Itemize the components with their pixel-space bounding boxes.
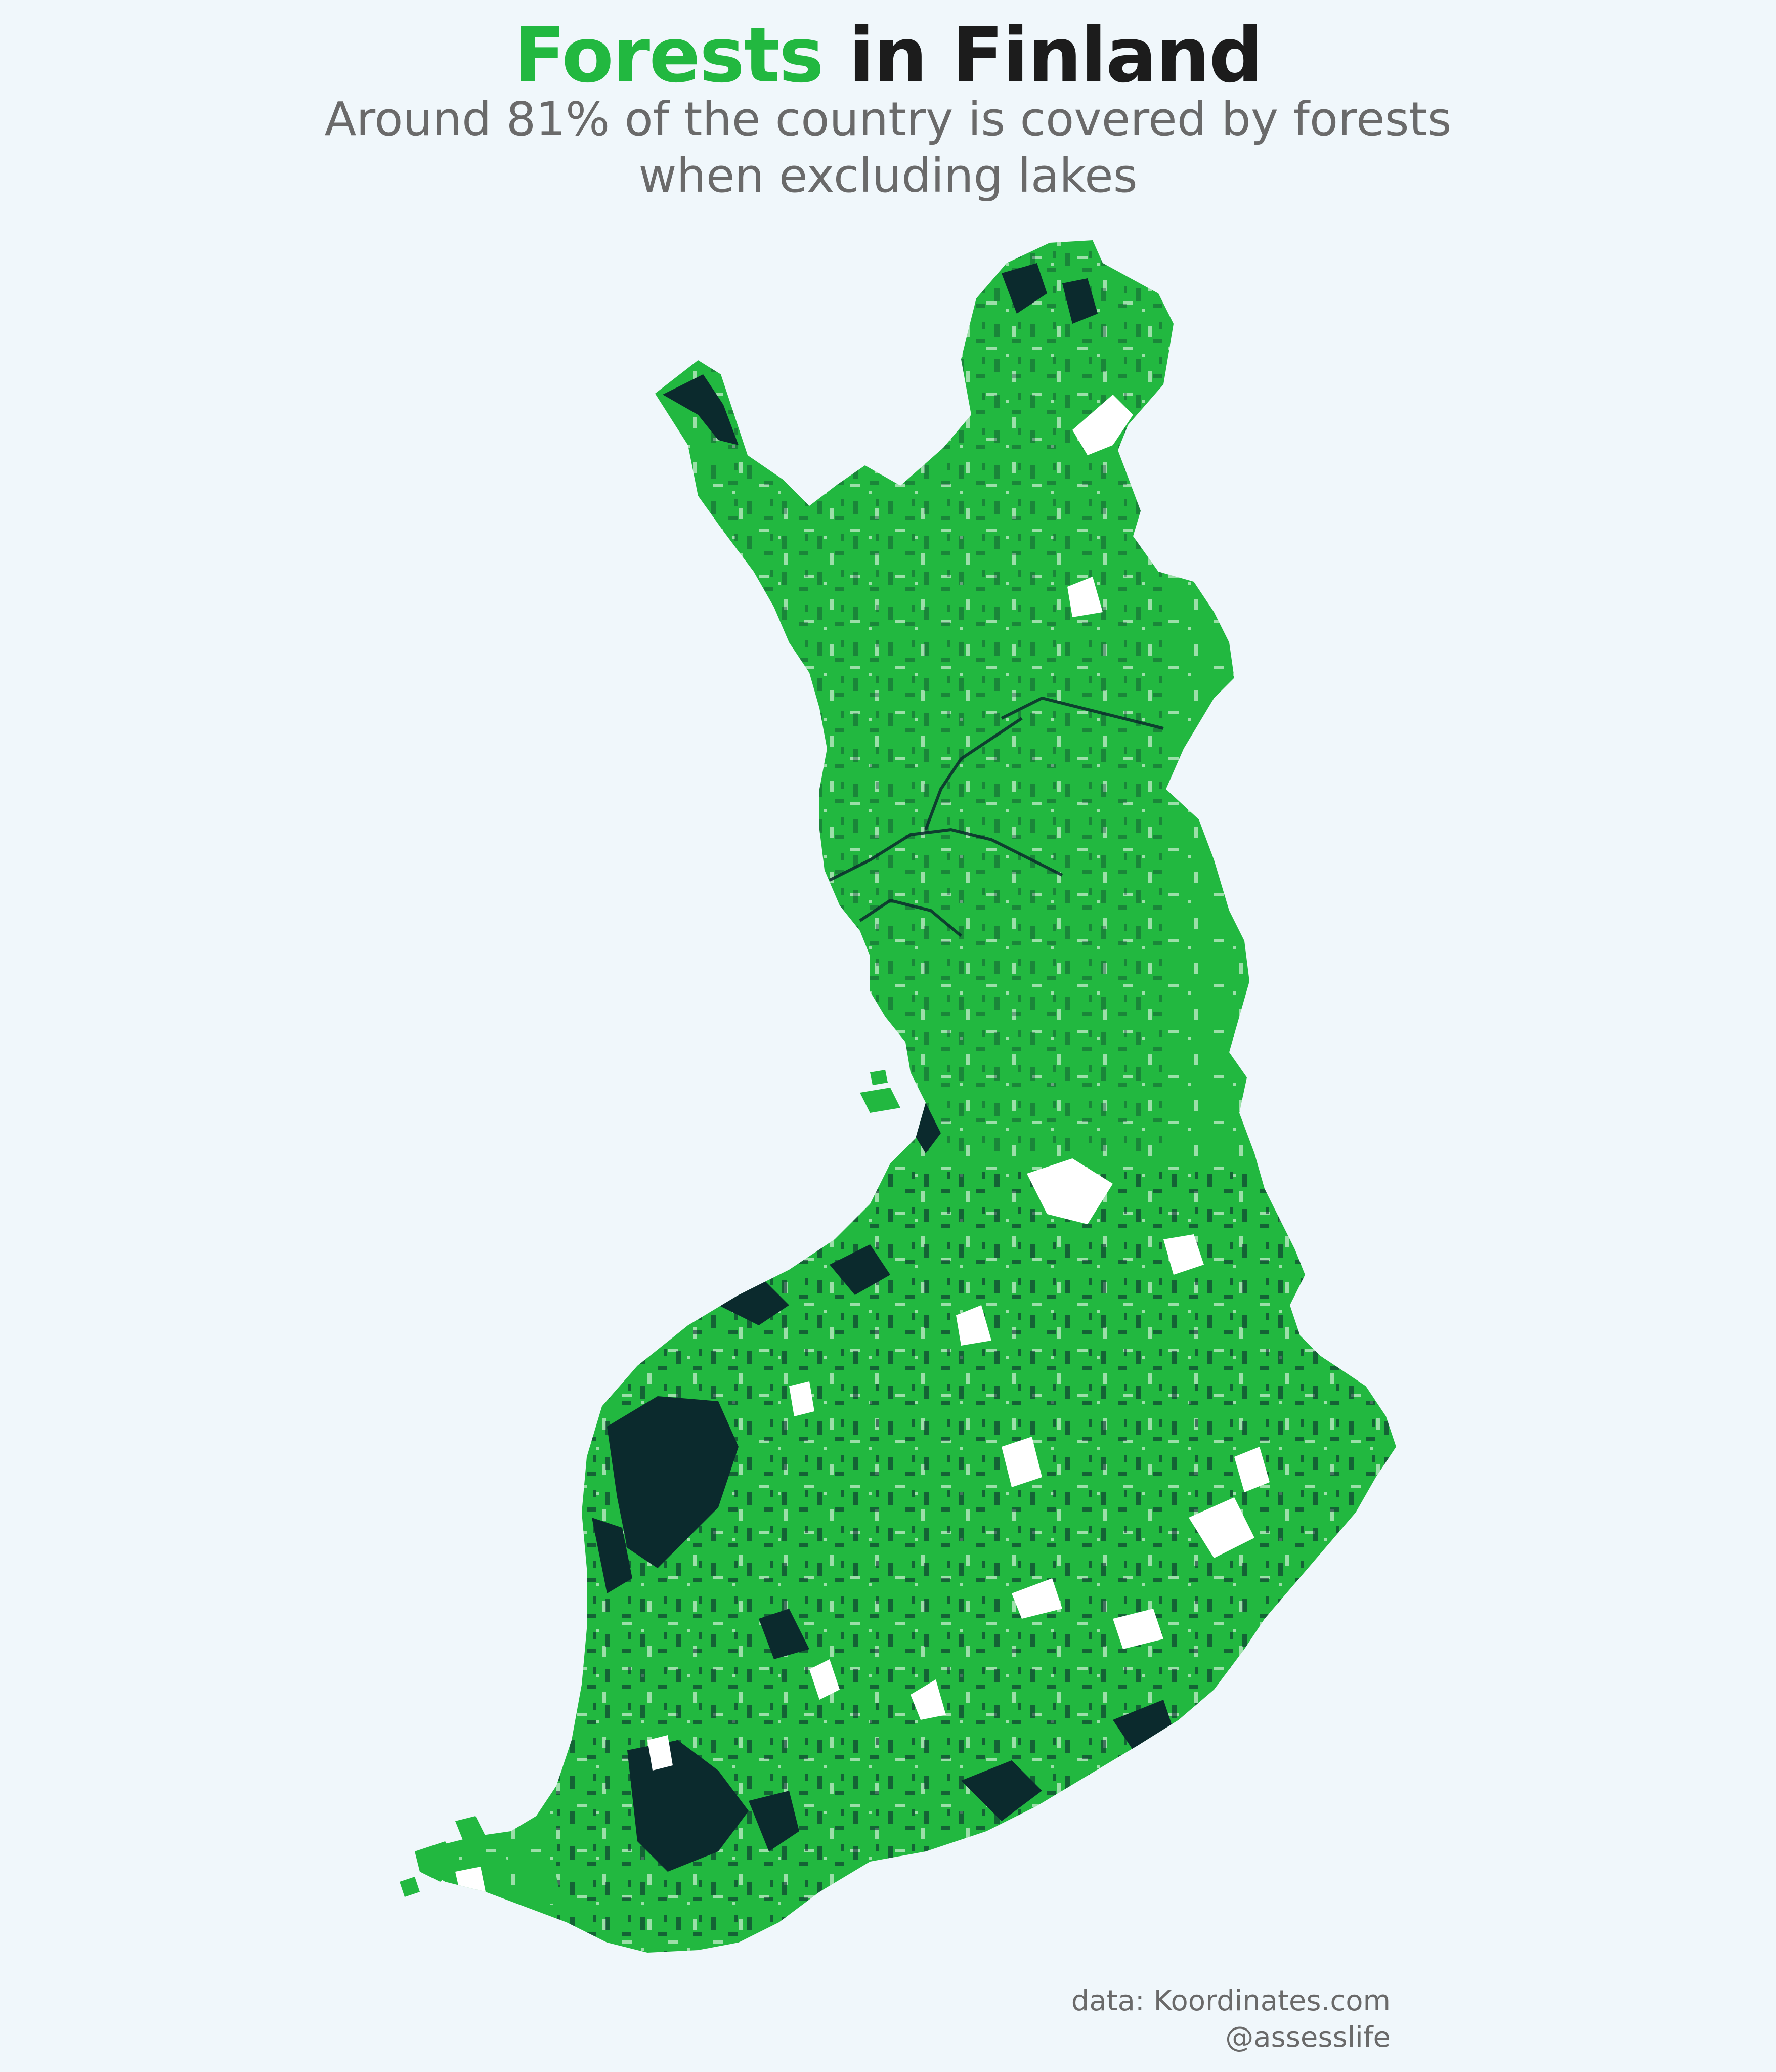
archipelago-islands <box>400 1070 900 1907</box>
lake-texture-north <box>708 243 1163 1153</box>
data-source-credit: data: Koordinates.com <box>1071 1984 1391 2017</box>
rivers <box>829 696 1164 937</box>
non-forest-clearings <box>455 395 1270 1894</box>
credits: data: Koordinates.com @assesslife <box>1071 1983 1391 2056</box>
title-highlight: Forests <box>513 12 824 100</box>
subtitle-line-1: Around 81% of the country is covered by … <box>324 92 1452 146</box>
subtitle-line-2: when excluding lakes <box>638 149 1138 203</box>
map-subtitle: Around 81% of the country is covered by … <box>0 91 1776 204</box>
title-rest: in Finland <box>823 12 1263 100</box>
map-title: Forests in Finland <box>0 15 1776 96</box>
author-credit: @assesslife <box>1225 2021 1391 2054</box>
lakes-and-water <box>592 263 1174 1872</box>
